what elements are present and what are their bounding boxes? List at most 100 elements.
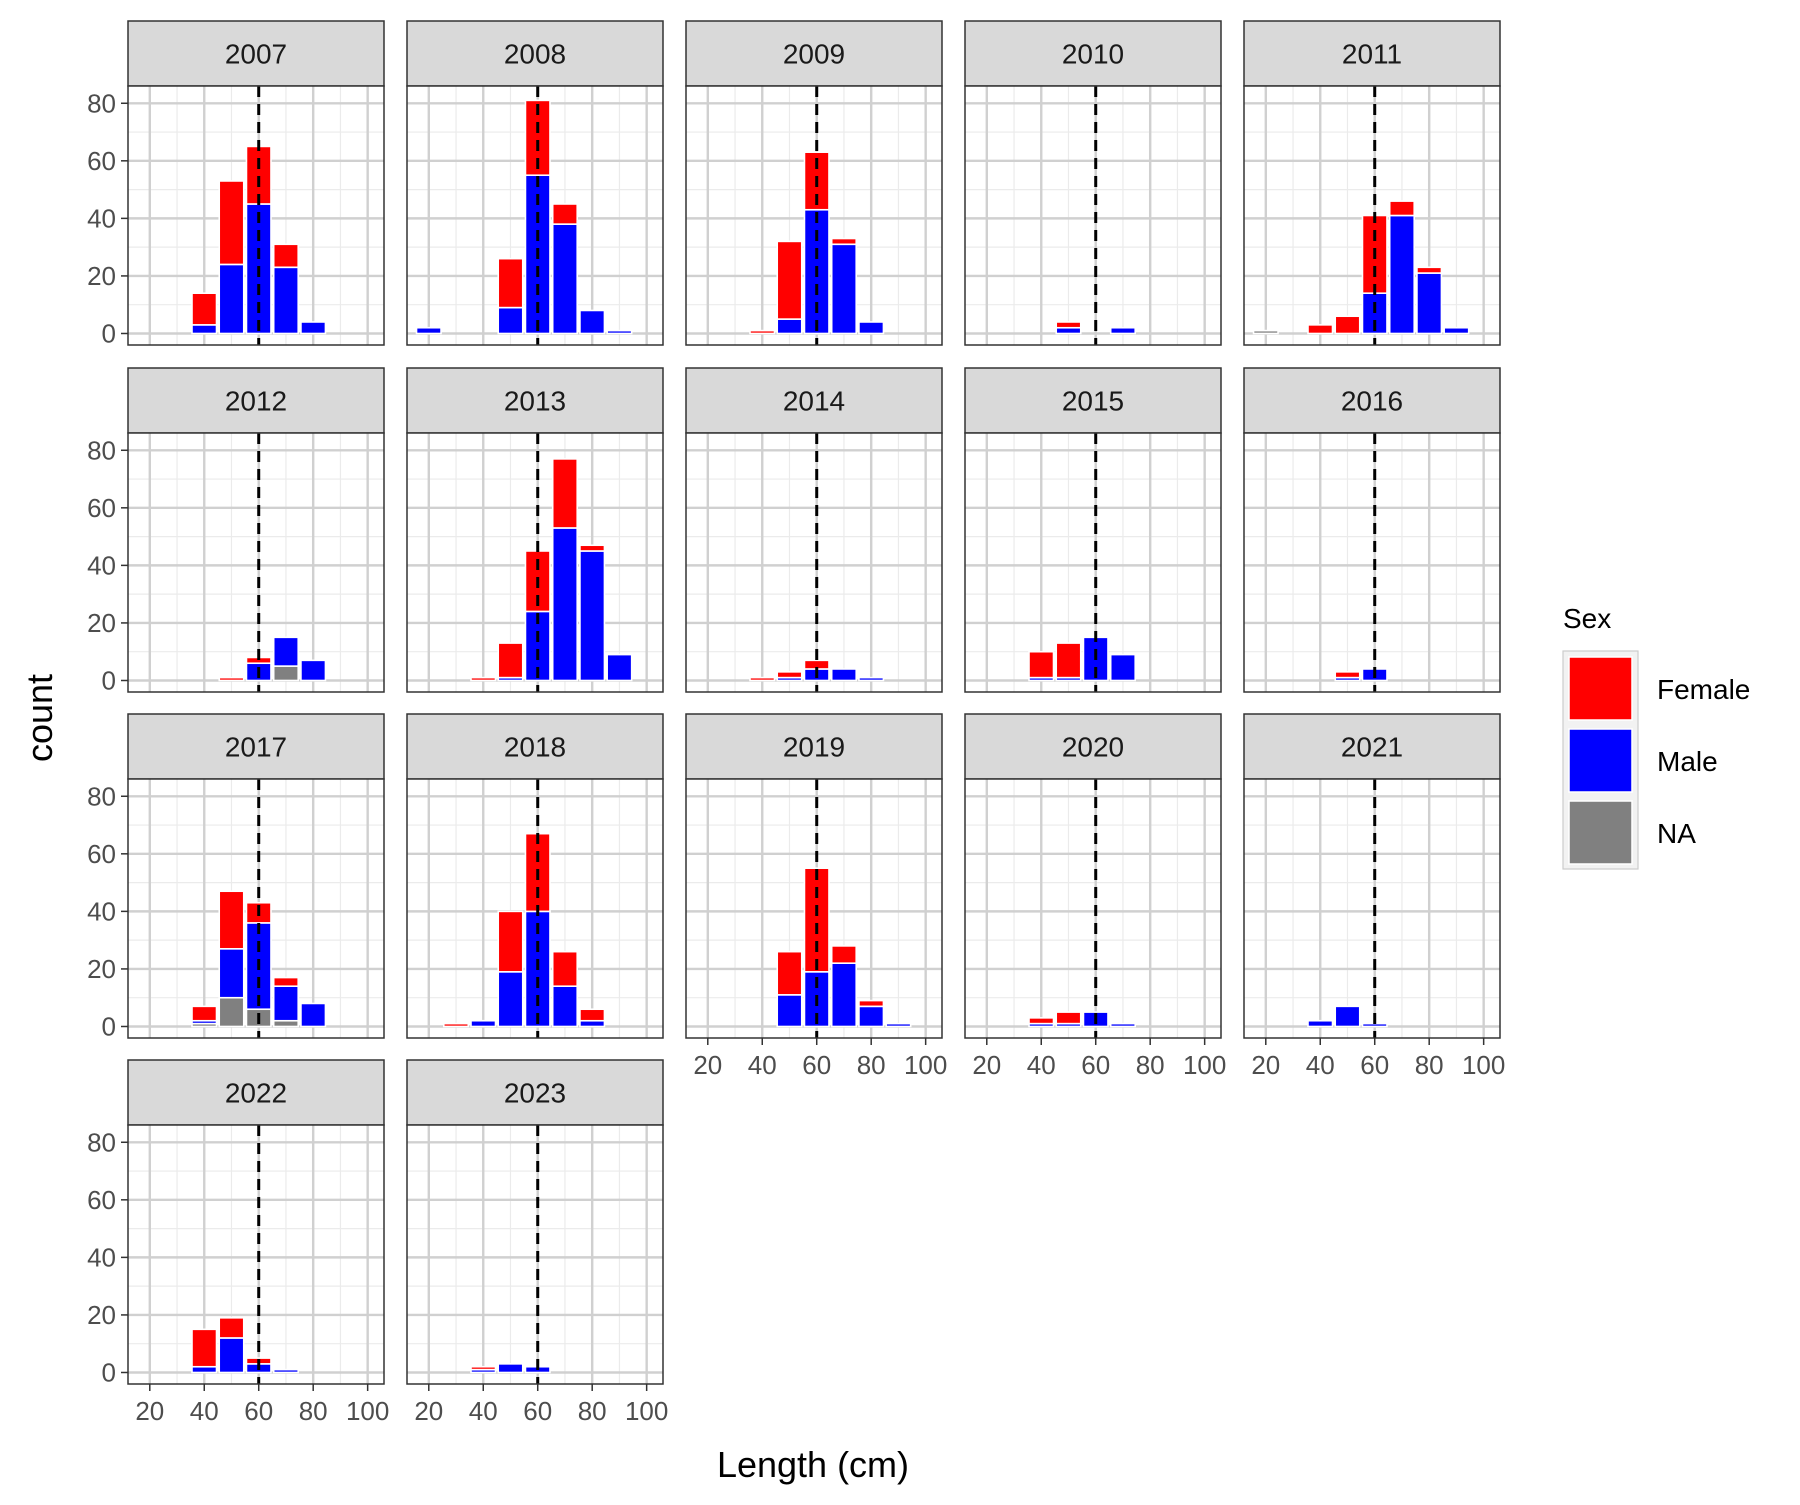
bar-2013-70-female: [551, 458, 579, 529]
bar-2017-50-male: [218, 947, 245, 999]
panel-border: [406, 432, 664, 693]
panel-2022: 2022 0 20 40 60 80 20 40 60 80 100: [87, 1059, 389, 1426]
bar-2017-70-male: [272, 985, 300, 1022]
x-tick-label: 100: [625, 1396, 668, 1426]
bar-2013-80-male: [579, 550, 606, 682]
x-tick-label: 100: [904, 1050, 947, 1080]
strip-label-2013: 2013: [504, 386, 566, 417]
panel-2018: 2018: [406, 713, 664, 1039]
bar-2016-50-female: [1334, 671, 1361, 679]
bar-2011-40-female: [1307, 324, 1334, 335]
strip-2007: [127, 20, 385, 87]
y-tick-label: 0: [102, 1357, 116, 1387]
x-tick-label: 80: [1415, 1050, 1444, 1080]
bar-2018-80-male: [579, 1019, 606, 1028]
panel-2021: 2021 20 40 60 80 100: [1243, 713, 1505, 1080]
bar-2008-80-male: [579, 309, 606, 335]
panel-border: [1243, 778, 1501, 1039]
x-tick-label: 40: [190, 1396, 219, 1426]
strip-label-2020: 2020: [1062, 732, 1124, 763]
bar-2007-50-male: [218, 263, 245, 335]
panel-border: [127, 432, 385, 693]
bar-2013-70-male: [551, 527, 579, 682]
bar-2021-40-male: [1307, 1019, 1334, 1028]
bar-2022-70-male: [272, 1368, 300, 1374]
panel-background: [965, 779, 1221, 1038]
y-tick-label: 0: [102, 318, 116, 348]
legend-swatch-na: [1568, 800, 1633, 865]
bar-2013-40-female: [470, 676, 497, 682]
bar-2018-80-female: [579, 1008, 606, 1022]
panel-background: [407, 1125, 663, 1384]
y-tick-label: 80: [87, 435, 116, 465]
y-tick-label: 40: [87, 896, 116, 926]
strip-label-2007: 2007: [225, 39, 287, 70]
y-tick-label: 80: [87, 1127, 116, 1157]
panel-border: [1243, 432, 1501, 693]
panel-border: [406, 778, 664, 1039]
strip-2015: [964, 367, 1222, 434]
panel-2010: 2010: [964, 20, 1222, 346]
panel-2013: 2013: [406, 367, 664, 693]
x-tick-label: 40: [1027, 1050, 1056, 1080]
strip-label-2008: 2008: [504, 39, 566, 70]
panel-2007: 2007 0 20 40 60 80: [87, 20, 385, 348]
strip-label-2023: 2023: [504, 1078, 566, 1109]
bar-2008-70-female: [551, 203, 579, 225]
bar-2012-70-na: [272, 665, 300, 682]
y-tick-label: 80: [87, 781, 116, 811]
bar-2011-80-male: [1416, 272, 1443, 335]
x-tick-label: 60: [523, 1396, 552, 1426]
strip-label-2019: 2019: [783, 732, 845, 763]
bar-2020-70-male: [1109, 1022, 1137, 1028]
bar-2022-50-female: [218, 1317, 245, 1339]
strip-label-2010: 2010: [1062, 39, 1124, 70]
legend-swatch-male: [1568, 728, 1633, 793]
panel-2011: 2011: [1243, 20, 1501, 346]
bar-2008-70-male: [551, 223, 579, 335]
bar-2018-30-female: [442, 1022, 470, 1028]
panel-background: [965, 86, 1221, 345]
y-tick-label: 60: [87, 1185, 116, 1215]
panel-border: [964, 432, 1222, 693]
bar-2018-50-male: [497, 971, 524, 1028]
bar-2007-40-male: [191, 324, 218, 335]
bar-2008-90-male: [606, 329, 633, 335]
strip-2017: [127, 713, 385, 780]
strip-2021: [1243, 713, 1501, 780]
panel-2016: 2016: [1243, 367, 1501, 693]
bar-2018-40-male: [470, 1019, 497, 1028]
legend-swatch-female: [1568, 656, 1633, 721]
bar-2011-70-female: [1388, 200, 1416, 217]
panel-2008: 2008: [406, 20, 664, 346]
bar-2008-50-male: [497, 306, 524, 335]
panel-2014: 2014: [685, 367, 943, 693]
strip-label-2022: 2022: [225, 1078, 287, 1109]
bar-2009-50-female: [776, 240, 803, 320]
bar-2011-50-female: [1334, 315, 1361, 335]
bar-2017-50-na: [218, 996, 245, 1028]
strip-label-2018: 2018: [504, 732, 566, 763]
bar-2022-50-male: [218, 1337, 245, 1374]
legend: Sex Female Male NA: [1562, 603, 1750, 870]
strip-2010: [964, 20, 1222, 87]
y-tick-label: 20: [87, 608, 116, 638]
bar-2023-50-male: [497, 1363, 524, 1374]
bar-2019-80-female: [858, 999, 885, 1008]
x-tick-label: 40: [469, 1396, 498, 1426]
bar-2019-60-female: [803, 867, 830, 973]
strip-label-2011: 2011: [1342, 39, 1402, 70]
strip-2009: [685, 20, 943, 87]
bar-2019-90-male: [885, 1022, 912, 1028]
bar-2013-80-female: [579, 544, 606, 552]
x-tick-label: 20: [135, 1396, 164, 1426]
panel-2009: 2009: [685, 20, 943, 346]
bar-2011-70-male: [1388, 214, 1416, 335]
panel-background: [128, 1125, 384, 1384]
bar-2009-50-male: [776, 318, 803, 335]
panel-border: [685, 778, 943, 1039]
strip-2011: [1243, 20, 1501, 87]
strip-2016: [1243, 367, 1501, 434]
